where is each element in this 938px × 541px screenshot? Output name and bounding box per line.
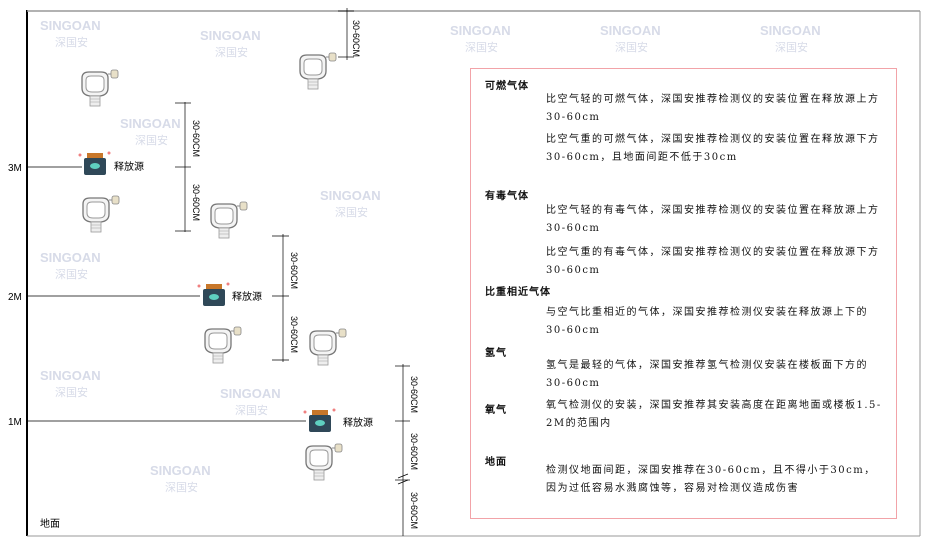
section-text: 比空气重的可燃气体，深国安推荐检测仪的安装位置在释放源下方30-60cm，且地面… (546, 134, 880, 163)
section-text: 与空气比重相近的气体，深国安推荐检测仪安装在释放源上下的30-60cm (546, 307, 868, 336)
svg-text:1M: 1M (8, 417, 22, 428)
svg-text:释放源: 释放源 (232, 290, 262, 303)
svg-text:30-60CM: 30-60CM (191, 120, 201, 157)
svg-text:深国安: 深国安 (775, 40, 808, 54)
release-source-2m: 释放源 (197, 282, 262, 306)
svg-text:30-60CM: 30-60CM (409, 433, 419, 470)
gas-detector-icon (210, 201, 248, 239)
svg-text:深国安: 深国安 (615, 40, 648, 54)
section-text: 比空气重的有毒气体，深国安推荐检测仪的安装位置在释放源下方30-60cm (546, 247, 880, 276)
gas-detector-icon (299, 52, 337, 90)
section-title: 有毒气体 (485, 191, 529, 202)
svg-text:SINGOAN: SINGOAN (320, 188, 381, 203)
gas-detector-icon (305, 443, 343, 481)
svg-text:深国安: 深国安 (165, 480, 198, 494)
svg-text:SINGOAN: SINGOAN (600, 23, 661, 38)
level-2m: 2M (8, 292, 200, 303)
level-3m: 3M (8, 163, 82, 174)
gas-detector-icon (309, 328, 347, 366)
level-1m: 1M (8, 417, 306, 428)
svg-text:SINGOAN: SINGOAN (40, 18, 101, 33)
section-title: 氢气 (485, 348, 507, 359)
svg-text:2M: 2M (8, 292, 22, 303)
svg-text:深国安: 深国安 (235, 403, 268, 417)
gas-detector-icon (204, 326, 242, 364)
svg-text:深国安: 深国安 (55, 267, 88, 281)
dimension-labels: 30-60CM 30-60CM 30-60CM 30-60CM 30-60CM … (191, 20, 419, 529)
section-title: 地面 (485, 457, 507, 468)
svg-text:释放源: 释放源 (343, 416, 373, 429)
svg-text:SINGOAN: SINGOAN (200, 28, 261, 43)
dimension-lines (175, 8, 410, 536)
section-text: 氢气是最轻的气体，深国安推荐氢气检测仪安装在楼板面下方的30-60cm (546, 360, 868, 389)
svg-text:深国安: 深国安 (135, 133, 168, 147)
svg-text:30-60CM: 30-60CM (191, 184, 201, 221)
svg-text:30-60CM: 30-60CM (409, 376, 419, 413)
section-text: 比空气轻的可燃气体，深国安推荐检测仪的安装位置在释放源上方30-60cm (546, 94, 880, 123)
release-source-1m: 释放源 (303, 408, 373, 432)
svg-text:30-60CM: 30-60CM (289, 252, 299, 289)
svg-text:深国安: 深国安 (55, 35, 88, 49)
svg-text:30-60CM: 30-60CM (409, 492, 419, 529)
section-title: 可燃气体 (485, 81, 529, 92)
watermarks: SINGOAN 深国安 SINGOAN 深国安 SINGOAN 深国安 SINGOAN… (40, 18, 821, 494)
svg-text:30-60CM: 30-60CM (289, 316, 299, 353)
section-text: 检测仪地面间距，深国安推荐在30-60cm，且不得小于30cm，因为过低容易水溅… (546, 465, 876, 494)
svg-text:SINGOAN: SINGOAN (760, 23, 821, 38)
svg-text:SINGOAN: SINGOAN (120, 116, 181, 131)
svg-text:3M: 3M (8, 163, 22, 174)
svg-text:深国安: 深国安 (215, 45, 248, 59)
svg-text:深国安: 深国安 (465, 40, 498, 54)
ground-label: 地面 (40, 517, 60, 530)
svg-text:SINGOAN: SINGOAN (450, 23, 511, 38)
gas-detector-icon (81, 69, 119, 107)
svg-text:30-60CM: 30-60CM (351, 20, 361, 57)
svg-text:SINGOAN: SINGOAN (220, 386, 281, 401)
installation-guide-box: 可燃气体 比空气轻的可燃气体，深国安推荐检测仪的安装位置在释放源上方30-60c… (470, 68, 897, 519)
section-title: 氧气 (485, 405, 507, 416)
gas-detector-icon (82, 195, 120, 233)
svg-text:深国安: 深国安 (335, 205, 368, 219)
frame (26, 10, 921, 537)
svg-text:释放源: 释放源 (114, 160, 144, 173)
section-title: 比重相近气体 (485, 287, 551, 298)
svg-text:SINGOAN: SINGOAN (150, 463, 211, 478)
release-source-3m: 释放源 (78, 151, 144, 175)
svg-text:深国安: 深国安 (55, 385, 88, 399)
svg-text:SINGOAN: SINGOAN (40, 368, 101, 383)
svg-text:SINGOAN: SINGOAN (40, 250, 101, 265)
section-text: 氧气检测仪的安装，深国安推荐其安装高度在距离地面或楼板1.5-2M的范围内 (546, 400, 882, 429)
section-text: 比空气轻的有毒气体，深国安推荐检测仪的安装位置在释放源上方30-60cm (546, 205, 880, 234)
